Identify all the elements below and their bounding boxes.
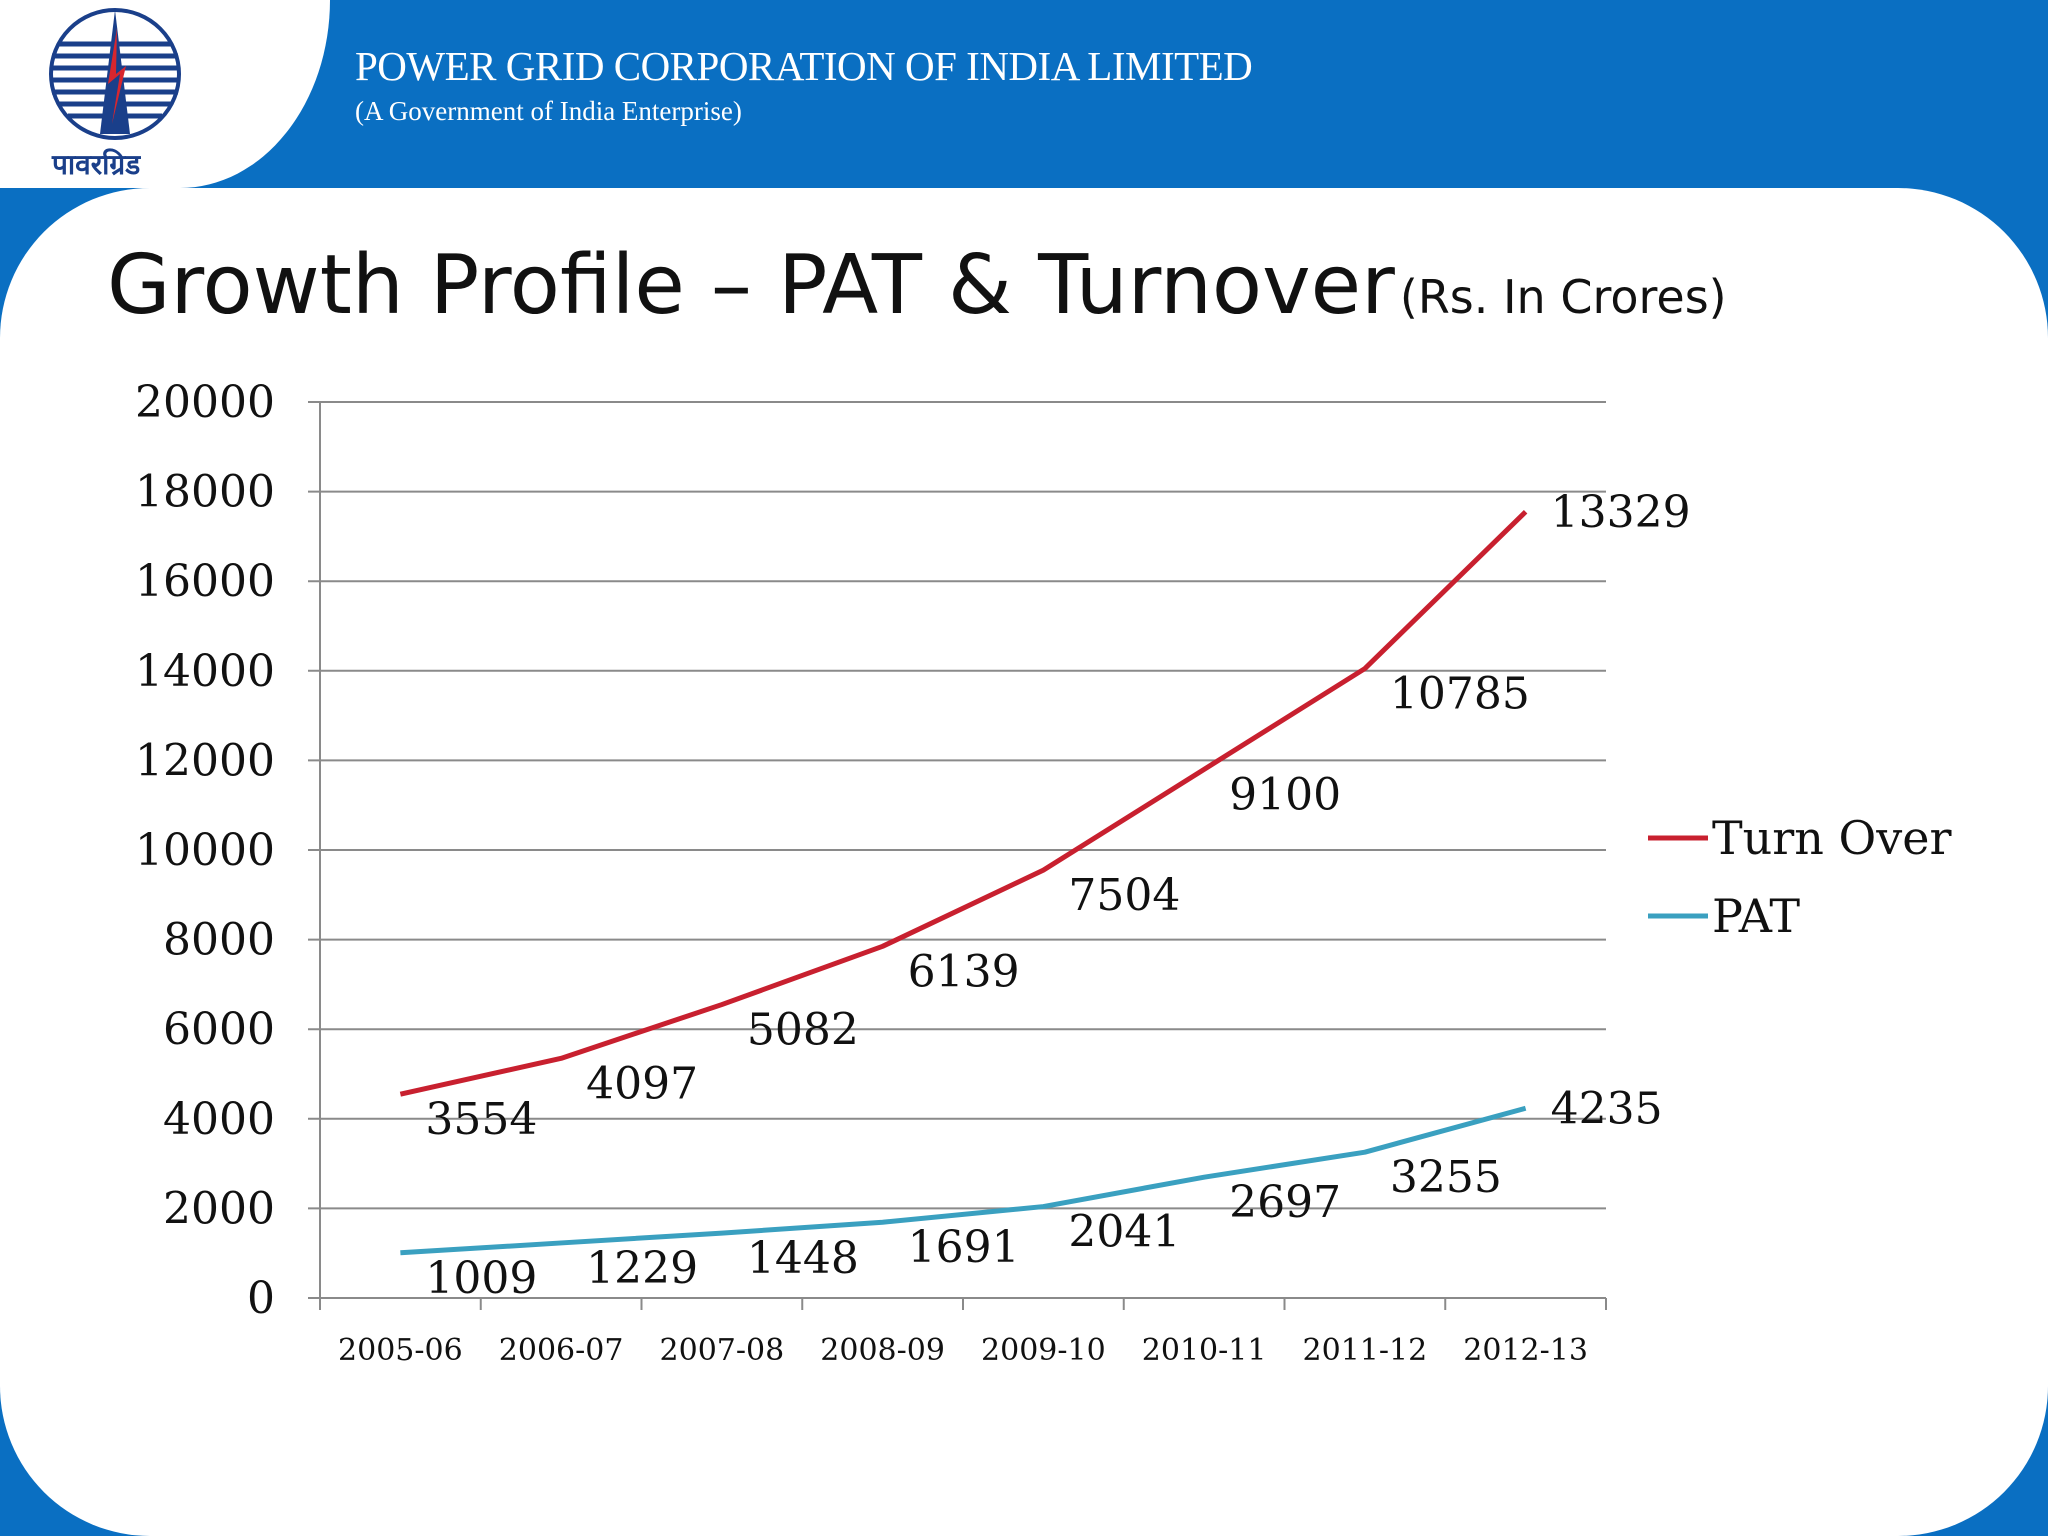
data-label: 4235 xyxy=(1551,1083,1663,1134)
y-tick-label: 0 xyxy=(247,1273,275,1324)
series-line-pat xyxy=(400,1105,1527,1256)
y-tick-label: 16000 xyxy=(135,556,275,607)
slide-title: Growth Profile – PAT & Turnover (Rs. In … xyxy=(107,238,1727,333)
x-tick-label: 2008-09 xyxy=(820,1333,945,1368)
y-tick-label: 4000 xyxy=(163,1094,275,1145)
y-tick-label: 8000 xyxy=(163,915,275,966)
y-tick-label: 14000 xyxy=(135,646,275,697)
data-label: 7504 xyxy=(1068,870,1180,921)
company-name: POWER GRID CORPORATION OF INDIA LIMITED xyxy=(355,43,1253,89)
data-label: 4097 xyxy=(586,1058,698,1109)
y-tick-label: 6000 xyxy=(163,1004,275,1055)
data-label: 1009 xyxy=(425,1253,537,1304)
x-tick-label: 2006-07 xyxy=(499,1333,624,1368)
data-label: 9100 xyxy=(1229,769,1341,820)
header-bar: पावरग्रिड POWER GRID CORPORATION OF INDI… xyxy=(0,0,2048,188)
x-tick-label: 2012-13 xyxy=(1463,1333,1588,1368)
x-tick-label: 2010-11 xyxy=(1142,1333,1267,1368)
title-unit: (Rs. In Crores) xyxy=(1399,270,1727,324)
y-tick-label: 18000 xyxy=(135,467,275,518)
x-tick-label: 2005-06 xyxy=(338,1333,463,1368)
company-tagline: (A Government of India Enterprise) xyxy=(355,96,742,126)
data-label: 3255 xyxy=(1390,1152,1502,1203)
data-label: 6139 xyxy=(908,946,1020,997)
data-label: 1448 xyxy=(747,1233,859,1284)
data-label: 1691 xyxy=(908,1222,1020,1273)
data-label: 2041 xyxy=(1068,1207,1180,1258)
data-label: 1229 xyxy=(586,1243,698,1294)
series-line-turn-over xyxy=(399,509,1528,1097)
y-tick-label: 12000 xyxy=(135,735,275,786)
y-tick-label: 2000 xyxy=(163,1183,275,1234)
x-tick-label: 2009-10 xyxy=(981,1333,1106,1368)
data-label: 2697 xyxy=(1229,1177,1341,1228)
powergrid-logo-icon: पावरग्रिड xyxy=(49,8,181,181)
slide-card xyxy=(0,188,2048,1536)
data-label: 5082 xyxy=(747,1005,859,1056)
x-tick-label: 2011-12 xyxy=(1303,1333,1428,1368)
data-label: 3554 xyxy=(425,1094,537,1145)
logo-wordmark: पावरग्रिड xyxy=(51,148,141,181)
legend-label: PAT xyxy=(1712,889,1800,943)
y-tick-label: 20000 xyxy=(135,377,275,428)
y-tick-label: 10000 xyxy=(135,825,275,876)
x-tick-label: 2007-08 xyxy=(660,1333,785,1368)
data-label: 13329 xyxy=(1551,487,1691,538)
logo-panel: पावरग्रिड xyxy=(0,0,330,188)
legend-label: Turn Over xyxy=(1712,811,1951,865)
title-main: Growth Profile – PAT & Turnover xyxy=(107,238,1395,333)
data-label: 10785 xyxy=(1390,669,1530,720)
